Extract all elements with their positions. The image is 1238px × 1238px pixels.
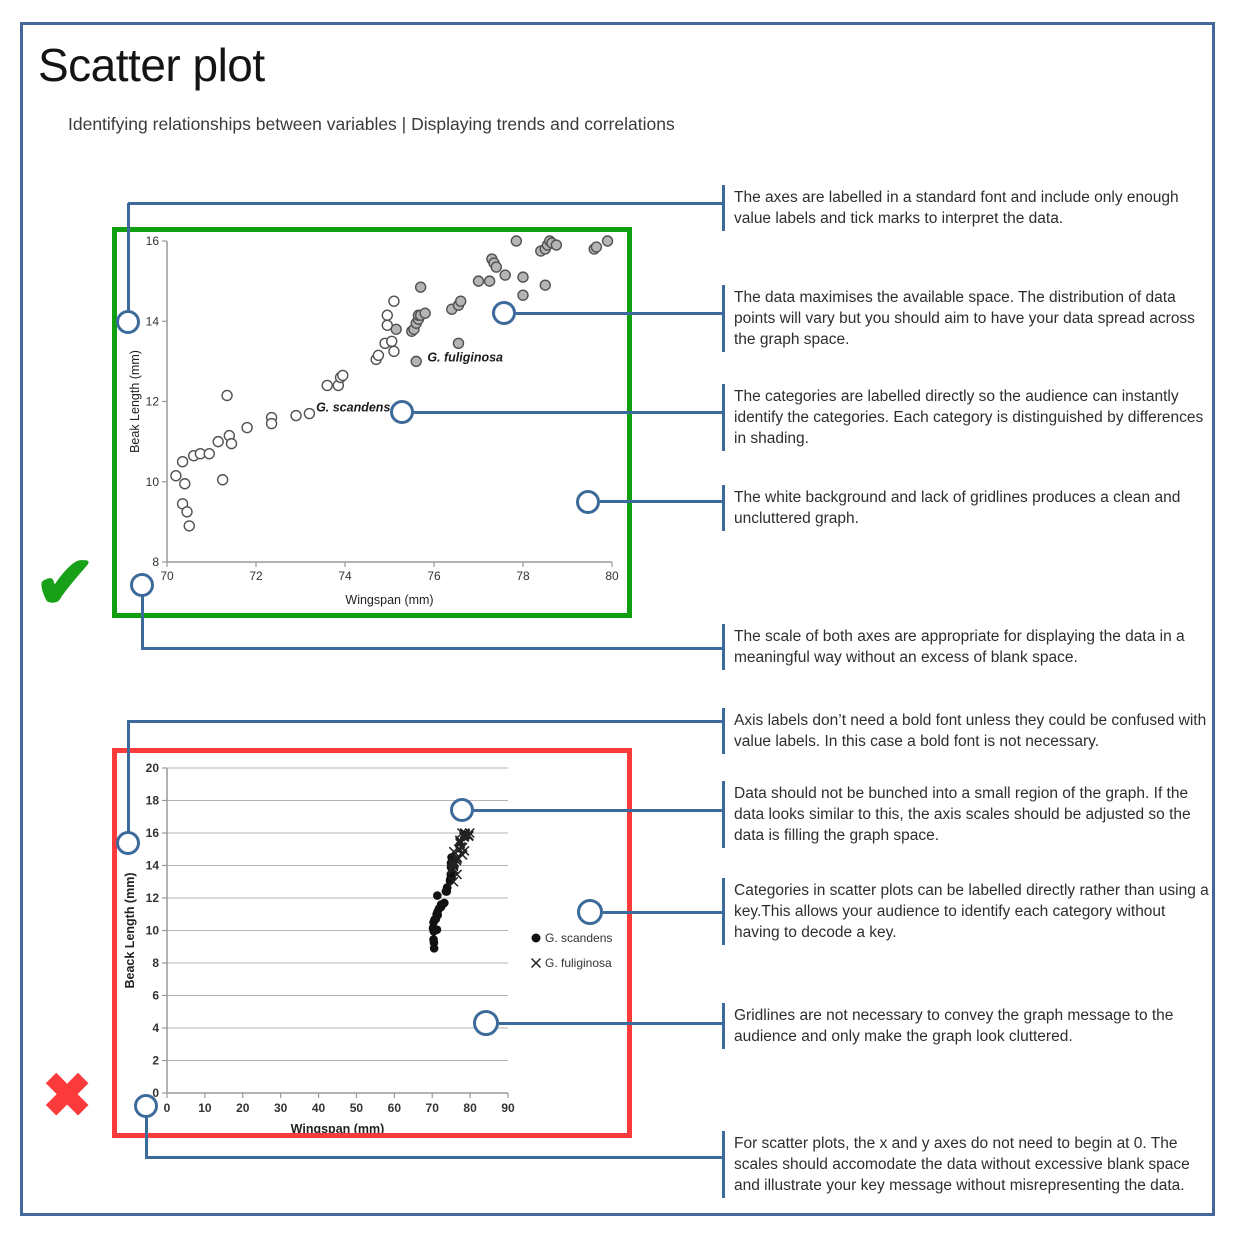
callout-connector-line — [128, 202, 722, 205]
callout-no-bold-axis-labels: Axis labels don’t need a bold font unles… — [722, 708, 1214, 754]
callout-connector-line — [127, 203, 130, 312]
x-tick-label: 76 — [427, 569, 441, 583]
callout-connector-line — [414, 411, 722, 414]
good-scatter-chart: 70 72 74 76 78 80 8 10 12 14 16 Wingspan (mm) Beak L… — [112, 227, 632, 618]
y-axis-label: Beack Length (mm) — [123, 873, 137, 989]
callout-connector-circle — [576, 490, 600, 514]
callout-axes-need-not-start-at-zero: For scatter plots, the x and y axes do n… — [722, 1131, 1214, 1198]
callout-text: The axes are labelled in a standard font… — [734, 189, 1179, 227]
callout-text: The data maximises the available space. … — [734, 289, 1195, 348]
x-tick-label: 70 — [160, 569, 174, 583]
y-axis-label: Beak Length (mm) — [128, 350, 142, 453]
callout-connector-line — [127, 720, 722, 723]
checkmark-icon: ✔ — [34, 541, 97, 624]
x-tick-label: 74 — [338, 569, 352, 583]
callout-connector-circle — [116, 831, 140, 855]
callout-data-bunched: Data should not be bunched into a small … — [722, 781, 1214, 848]
callout-connector-line — [127, 721, 130, 833]
callout-connector-circle — [390, 400, 414, 424]
callout-label-directly-not-key: Categories in scatter plots can be label… — [722, 878, 1214, 945]
callout-gridlines-unnecessary: Gridlines are not necessary to convey th… — [722, 1003, 1214, 1049]
callout-connector-line — [145, 1117, 148, 1159]
callout-data-maximises-space: The data maximises the available space. … — [722, 285, 1214, 352]
callout-text: Data should not be bunched into a small … — [734, 785, 1191, 844]
y-tick-label: 14 — [146, 859, 160, 873]
x-tick-label: 50 — [350, 1101, 364, 1115]
callout-text: The scale of both axes are appropriate f… — [734, 628, 1185, 666]
callout-white-background: The white background and lack of gridlin… — [722, 485, 1214, 531]
x-tick-label: 0 — [164, 1101, 171, 1115]
x-tick-label: 78 — [516, 569, 530, 583]
y-tick-label: 4 — [152, 1021, 159, 1035]
callout-text: For scatter plots, the x and y axes do n… — [734, 1135, 1190, 1194]
y-tick-label: 2 — [152, 1054, 159, 1068]
x-tick-label: 60 — [388, 1101, 402, 1115]
callout-connector-circle — [473, 1010, 499, 1036]
callout-connector-line — [600, 500, 722, 503]
y-tick-label: 12 — [146, 891, 160, 905]
callout-connector-line — [474, 809, 722, 812]
callout-connector-line — [141, 647, 722, 650]
callout-text: Categories in scatter plots can be label… — [734, 882, 1209, 941]
callout-text: Axis labels don’t need a bold font unles… — [734, 712, 1207, 750]
y-tick-label: 16 — [146, 234, 160, 248]
y-tick-label: 20 — [146, 761, 160, 775]
series-g--scandens — [428, 853, 456, 953]
series-g--scandens: G. scandens — [170, 295, 400, 532]
y-tick-label: 10 — [146, 475, 160, 489]
series-g--fuliginosa — [446, 827, 475, 887]
y-tick-label: 8 — [152, 555, 159, 569]
x-mark-icon: ✖ — [42, 1062, 93, 1129]
callout-connector-line — [141, 595, 144, 650]
legend-label: G. scandens — [545, 931, 612, 945]
x-axis-label: Wingspan (mm) — [291, 1122, 385, 1136]
callout-connector-circle — [450, 798, 474, 822]
callout-connector-circle — [577, 899, 603, 925]
callout-connector-line — [516, 312, 722, 315]
callout-connector-circle — [130, 573, 154, 597]
legend: G. scandens G. fuliginosa — [530, 931, 612, 970]
x-tick-label: 40 — [312, 1101, 326, 1115]
x-tick-label: 30 — [274, 1101, 288, 1115]
callout-connector-circle — [492, 301, 516, 325]
y-tick-label: 10 — [146, 924, 160, 938]
callout-text: The categories are labelled directly so … — [734, 388, 1204, 447]
callout-axes-standard-font: The axes are labelled in a standard font… — [722, 185, 1214, 231]
legend-label: G. fuliginosa — [545, 956, 612, 970]
series-g--fuliginosa: G. fuliginosa — [390, 235, 614, 368]
callout-connector-line — [499, 1022, 722, 1025]
direct-category-label: G. fuliginosa — [427, 350, 503, 364]
x-tick-label: 72 — [249, 569, 263, 583]
y-tick-label: 12 — [146, 395, 160, 409]
x-tick-label: 90 — [501, 1101, 515, 1115]
callout-appropriate-scale: The scale of both axes are appropriate f… — [722, 624, 1214, 670]
page-title: Scatter plot — [38, 39, 265, 91]
x-tick-label: 10 — [198, 1101, 212, 1115]
y-tick-label: 8 — [152, 956, 159, 970]
y-tick-label: 16 — [146, 826, 160, 840]
page-subtitle: Identifying relationships between variab… — [68, 114, 675, 134]
x-tick-label: 20 — [236, 1101, 250, 1115]
callout-connector-circle — [116, 310, 140, 334]
x-tick-label: 80 — [605, 569, 619, 583]
callout-text: The white background and lack of gridlin… — [734, 489, 1181, 527]
y-tick-label: 14 — [146, 314, 160, 328]
callout-categories-labelled-directly: The categories are labelled directly so … — [722, 384, 1214, 451]
y-tick-label: 18 — [146, 794, 160, 808]
y-tick-label: 0 — [152, 1086, 159, 1100]
direct-category-label: G. scandens — [316, 401, 390, 415]
y-tick-label: 6 — [152, 989, 159, 1003]
bad-scatter-chart: 0 10 20 30 40 50 60 70 80 90 0 2 4 6 8 10 12 14 16 18 20 Wing… — [112, 748, 632, 1138]
x-tick-label: 70 — [426, 1101, 440, 1115]
callout-connector-line — [603, 911, 722, 914]
callout-text: Gridlines are not necessary to convey th… — [734, 1007, 1174, 1045]
x-tick-label: 80 — [463, 1101, 477, 1115]
callout-connector-line — [145, 1156, 722, 1159]
x-axis-label: Wingspan (mm) — [345, 593, 433, 607]
callout-connector-circle — [134, 1094, 158, 1118]
